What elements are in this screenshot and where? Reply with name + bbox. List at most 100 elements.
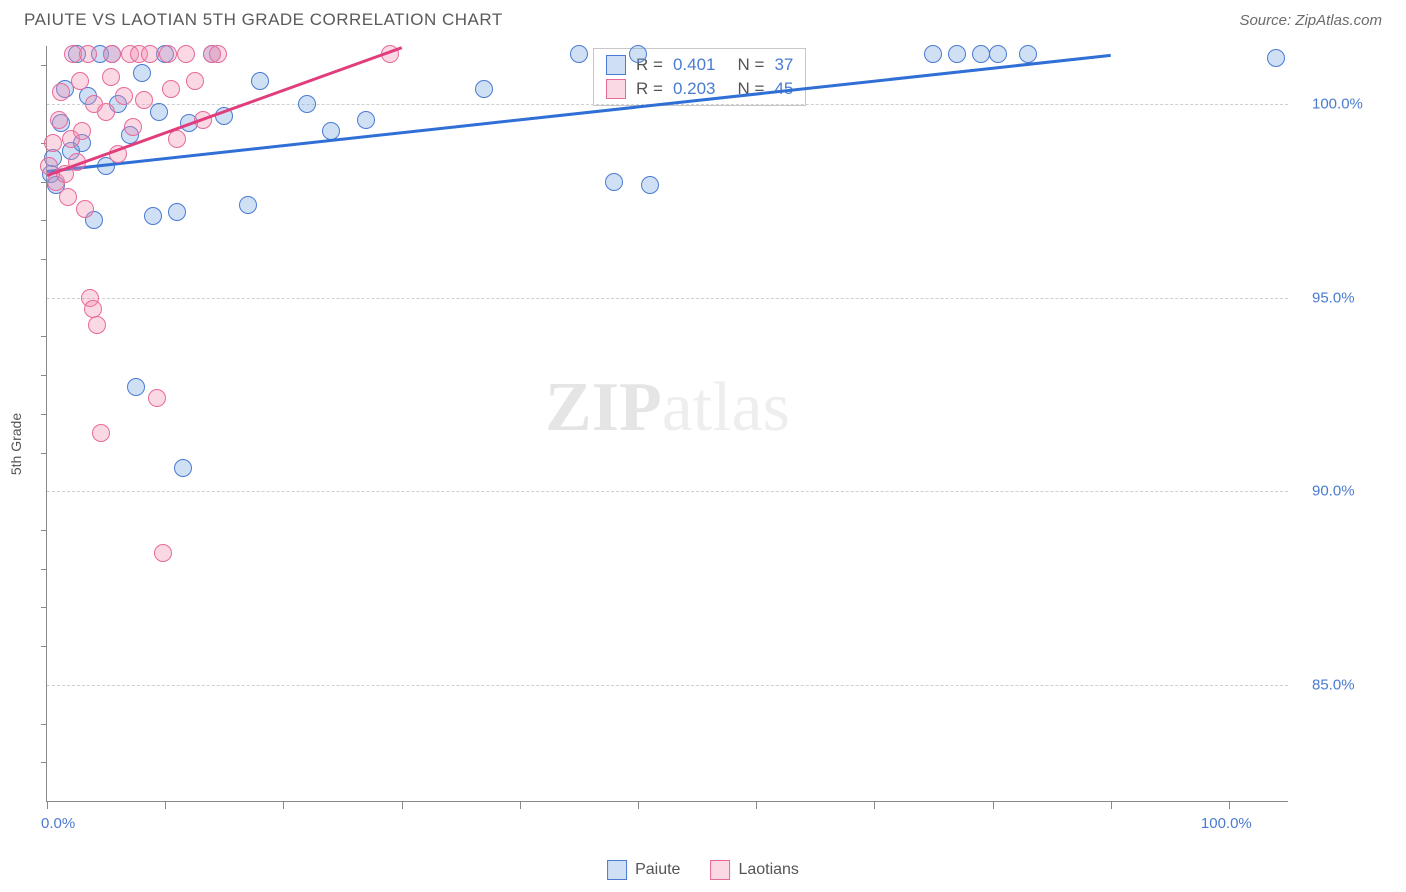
data-point xyxy=(924,45,942,63)
data-point xyxy=(159,45,177,63)
x-tick xyxy=(1111,801,1112,809)
data-point xyxy=(127,378,145,396)
r-value: 0.401 xyxy=(673,55,716,75)
data-point xyxy=(97,103,115,121)
y-minor-tick xyxy=(41,414,47,415)
y-minor-tick xyxy=(41,762,47,763)
legend-swatch xyxy=(606,79,626,99)
data-point xyxy=(79,45,97,63)
data-point xyxy=(948,45,966,63)
x-tick xyxy=(47,801,48,809)
data-point xyxy=(641,176,659,194)
data-point xyxy=(144,207,162,225)
y-minor-tick xyxy=(41,65,47,66)
data-point xyxy=(133,64,151,82)
legend-swatch xyxy=(607,860,627,880)
stats-box: R =0.401N =37R =0.203N =45 xyxy=(593,48,806,106)
y-minor-tick xyxy=(41,724,47,725)
data-point xyxy=(154,544,172,562)
y-minor-tick xyxy=(41,607,47,608)
data-point xyxy=(71,72,89,90)
source-label: Source: ZipAtlas.com xyxy=(1239,12,1382,29)
legend-swatch xyxy=(710,860,730,880)
stats-row: R =0.203N =45 xyxy=(606,77,793,101)
data-point xyxy=(186,72,204,90)
data-point xyxy=(76,200,94,218)
y-minor-tick xyxy=(41,646,47,647)
y-minor-tick xyxy=(41,375,47,376)
data-point xyxy=(298,95,316,113)
x-tick xyxy=(520,801,521,809)
y-minor-tick xyxy=(41,220,47,221)
gridline-y xyxy=(47,298,1288,299)
legend-item: Paiute xyxy=(607,860,680,880)
data-point xyxy=(972,45,990,63)
plot-area: ZIPatlas R =0.401N =37R =0.203N =45 85.0… xyxy=(46,46,1288,802)
gridline-y xyxy=(47,685,1288,686)
data-point xyxy=(50,111,68,129)
data-point xyxy=(570,45,588,63)
x-tick xyxy=(756,801,757,809)
data-point xyxy=(1267,49,1285,67)
data-point xyxy=(92,424,110,442)
data-point xyxy=(357,111,375,129)
data-point xyxy=(124,118,142,136)
data-point xyxy=(150,103,168,121)
data-point xyxy=(52,83,70,101)
r-value: 0.203 xyxy=(673,79,716,99)
data-point xyxy=(44,134,62,152)
data-point xyxy=(1019,45,1037,63)
y-minor-tick xyxy=(41,569,47,570)
x-tick xyxy=(874,801,875,809)
r-label: R = xyxy=(636,79,663,99)
y-minor-tick xyxy=(41,453,47,454)
data-point xyxy=(73,122,91,140)
data-point xyxy=(168,130,186,148)
x-tick xyxy=(638,801,639,809)
n-label: N = xyxy=(738,55,765,75)
gridline-y xyxy=(47,491,1288,492)
data-point xyxy=(103,45,121,63)
data-point xyxy=(475,80,493,98)
data-point xyxy=(629,45,647,63)
data-point xyxy=(989,45,1007,63)
y-minor-tick xyxy=(41,336,47,337)
data-point xyxy=(135,91,153,109)
data-point xyxy=(209,45,227,63)
x-tick xyxy=(1229,801,1230,809)
watermark: ZIPatlas xyxy=(545,368,790,448)
data-point xyxy=(605,173,623,191)
legend-label: Laotians xyxy=(738,861,799,879)
data-point xyxy=(115,87,133,105)
y-tick-label: 85.0% xyxy=(1312,676,1355,693)
y-tick-label: 100.0% xyxy=(1312,96,1363,113)
chart-container: 5th Grade ZIPatlas R =0.401N =37R =0.203… xyxy=(46,46,1388,842)
data-point xyxy=(162,80,180,98)
x-tick-label: 0.0% xyxy=(41,815,75,832)
n-value: 37 xyxy=(774,55,793,75)
legend-swatch xyxy=(606,55,626,75)
data-point xyxy=(148,389,166,407)
y-minor-tick xyxy=(41,530,47,531)
x-tick xyxy=(402,801,403,809)
data-point xyxy=(174,459,192,477)
chart-title: PAIUTE VS LAOTIAN 5TH GRADE CORRELATION … xyxy=(24,10,503,30)
x-tick xyxy=(993,801,994,809)
legend: Paiute Laotians xyxy=(607,860,799,880)
x-tick-label: 100.0% xyxy=(1201,815,1252,832)
legend-label: Paiute xyxy=(635,861,680,879)
y-minor-tick xyxy=(41,259,47,260)
data-point xyxy=(102,68,120,86)
y-tick-label: 90.0% xyxy=(1312,483,1355,500)
legend-item: Laotians xyxy=(710,860,799,880)
data-point xyxy=(59,188,77,206)
data-point xyxy=(141,45,159,63)
data-point xyxy=(177,45,195,63)
x-tick xyxy=(165,801,166,809)
y-axis-title: 5th Grade xyxy=(8,413,24,475)
y-tick-label: 95.0% xyxy=(1312,289,1355,306)
data-point xyxy=(168,203,186,221)
data-point xyxy=(88,316,106,334)
data-point xyxy=(251,72,269,90)
x-tick xyxy=(283,801,284,809)
